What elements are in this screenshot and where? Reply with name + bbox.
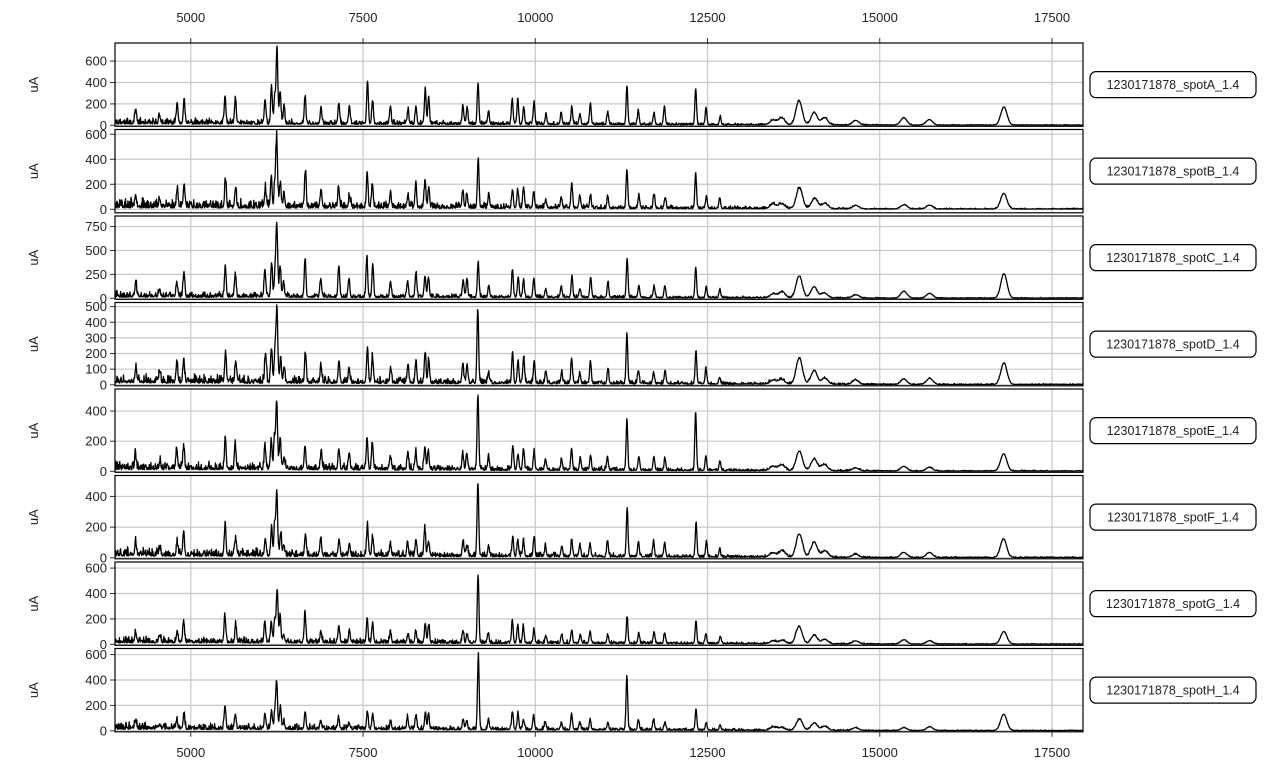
spectrum-trace (114, 129, 1084, 210)
series-strip-label: 1230171878_spotC_1.4 (1106, 251, 1240, 265)
panel-frame (114, 561, 1084, 646)
series-strip-label: 1230171878_spotF_1.4 (1107, 511, 1239, 525)
y-tick-label: 400 (85, 586, 107, 601)
y-tick-label: 0 (100, 377, 107, 392)
y-tick-label: 600 (85, 127, 107, 142)
panel-stack: 0 200 400 600 uA 1230171878_spotA_1.4 0 200 400 6… (26, 42, 1257, 738)
spectrum-trace (114, 221, 1084, 299)
spectrum-trace (114, 394, 1084, 472)
bottom-x-tick-label: 5000 (176, 745, 205, 760)
y-tick-label: 250 (85, 267, 107, 282)
spectrum-panel: 0 200 400 uA 1230171878_spotE_1.4 (26, 388, 1257, 479)
y-tick-label: 600 (85, 561, 107, 576)
top-x-tick-label: 7500 (349, 10, 378, 25)
y-tick-label: 400 (85, 75, 107, 90)
top-x-axis: 5000 7500 10000 12500 15000 17500 (176, 10, 1070, 43)
spectrum-panel: 0 250 500 750 uA 1230171878_spotC_1.4 (26, 215, 1257, 306)
bottom-x-tick-label: 12500 (689, 745, 725, 760)
y-tick-label: 200 (85, 177, 107, 192)
y-tick-label: 400 (85, 489, 107, 504)
bottom-x-axis: 5000 7500 10000 12500 15000 17500 (176, 731, 1070, 760)
series-strip-label: 1230171878_spotA_1.4 (1107, 78, 1240, 92)
y-tick-label: 200 (85, 611, 107, 626)
series-strip-label: 1230171878_spotB_1.4 (1107, 165, 1240, 179)
panel-frame (114, 301, 1084, 387)
spectrum-trace (114, 482, 1084, 559)
top-x-tick-label: 12500 (689, 10, 725, 25)
series-strip-box (1089, 157, 1257, 185)
y-tick-label: 500 (85, 299, 107, 314)
y-tick-label: 0 (100, 723, 107, 738)
y-tick-label: 0 (100, 118, 107, 133)
series-strip-label: 1230171878_spotH_1.4 (1106, 684, 1240, 698)
series-strip-box (1089, 503, 1257, 531)
panel-frame (114, 647, 1084, 733)
spectrum-panel: 0 200 400 600 uA 1230171878_spotG_1.4 (26, 561, 1257, 652)
y-tick-label: 200 (85, 346, 107, 361)
y-tick-label: 400 (85, 152, 107, 167)
panel-frame (114, 474, 1084, 560)
y-axis-label: uA (26, 509, 41, 525)
top-x-tick-label: 15000 (862, 10, 898, 25)
y-tick-label: 0 (100, 550, 107, 565)
y-axis-label: uA (26, 682, 41, 698)
panel-frame (114, 215, 1084, 300)
spectrum-trace (114, 652, 1084, 732)
y-axis-label: uA (26, 336, 41, 352)
series-strip-box (1089, 330, 1257, 358)
y-tick-label: 0 (100, 637, 107, 652)
series-strip-label: 1230171878_spotE_1.4 (1107, 424, 1240, 438)
bottom-x-tick-label: 10000 (517, 745, 553, 760)
panel-frame (114, 42, 1084, 127)
y-tick-label: 400 (85, 404, 107, 419)
y-axis-label: uA (26, 249, 41, 265)
spectrum-panel: 0 200 400 600 uA 1230171878_spotH_1.4 (26, 647, 1257, 738)
y-tick-label: 400 (85, 672, 107, 687)
y-tick-label: 200 (85, 96, 107, 111)
y-tick-label: 600 (85, 54, 107, 69)
y-axis-label: uA (26, 422, 41, 438)
spectrum-trace (114, 45, 1084, 126)
panel-frame (114, 388, 1084, 473)
y-tick-label: 500 (85, 243, 107, 258)
series-strip-box (1089, 590, 1257, 618)
top-x-tick-label: 5000 (176, 10, 205, 25)
y-axis-label: uA (26, 76, 41, 92)
y-axis-label: uA (26, 595, 41, 611)
y-tick-label: 200 (85, 434, 107, 449)
y-tick-label: 300 (85, 330, 107, 345)
y-tick-label: 750 (85, 219, 107, 234)
series-strip-label: 1230171878_spotG_1.4 (1106, 597, 1240, 611)
series-strip-box (1089, 676, 1257, 704)
spectrum-panel: 0 200 400 uA 1230171878_spotF_1.4 (26, 474, 1257, 565)
spectrum-panel: 0 200 400 600 uA 1230171878_spotA_1.4 (26, 42, 1257, 133)
bottom-x-tick-label: 15000 (862, 745, 898, 760)
series-strip-box (1089, 71, 1257, 99)
series-strip-box (1089, 244, 1257, 272)
top-x-tick-label: 10000 (517, 10, 553, 25)
bottom-x-tick-label: 17500 (1034, 745, 1070, 760)
y-tick-label: 400 (85, 315, 107, 330)
y-tick-label: 0 (100, 202, 107, 217)
y-tick-label: 0 (100, 291, 107, 306)
y-tick-label: 100 (85, 362, 107, 377)
series-strip-label: 1230171878_spotD_1.4 (1106, 338, 1240, 352)
series-strip-box (1089, 417, 1257, 445)
spectrum-trace (114, 304, 1084, 386)
y-tick-label: 0 (100, 464, 107, 479)
spectrum-panel: 0 200 400 600 uA 1230171878_spotB_1.4 (26, 127, 1257, 217)
y-tick-label: 200 (85, 520, 107, 535)
y-tick-label: 200 (85, 698, 107, 713)
top-x-tick-label: 17500 (1034, 10, 1070, 25)
panel-frame (114, 128, 1084, 214)
y-tick-label: 600 (85, 647, 107, 662)
y-axis-label: uA (26, 163, 41, 179)
bottom-x-tick-label: 7500 (349, 745, 378, 760)
spectrum-trace (114, 574, 1084, 645)
